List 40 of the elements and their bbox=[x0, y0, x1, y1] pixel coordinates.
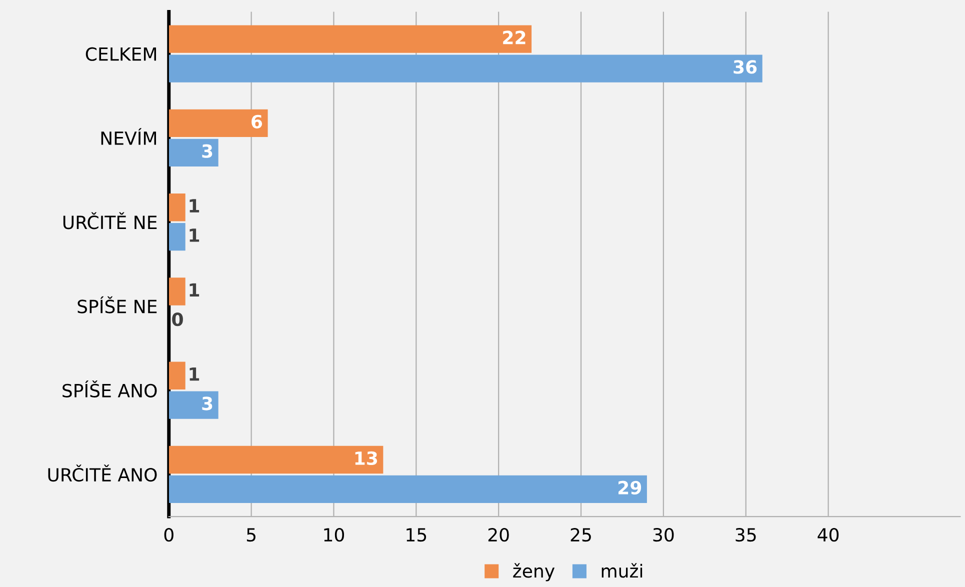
y-tick-label: URČITĚ ANO bbox=[48, 464, 157, 482]
data-label: 22 bbox=[503, 30, 526, 44]
x-tick-label: 35 bbox=[736, 528, 756, 542]
data-label: 0 bbox=[172, 312, 183, 326]
x-tick-label: 30 bbox=[653, 528, 674, 542]
bar bbox=[168, 446, 384, 474]
x-tick-label: 10 bbox=[324, 528, 344, 542]
bar bbox=[168, 194, 186, 222]
data-label: 6 bbox=[252, 114, 262, 128]
legend-label: muži bbox=[602, 563, 642, 578]
y-tick-label: SPÍŠE ANO bbox=[62, 380, 157, 398]
bar bbox=[168, 109, 268, 138]
x-tick-label: 15 bbox=[406, 528, 426, 542]
bar bbox=[168, 25, 532, 53]
bar bbox=[168, 138, 218, 167]
data-label: 1 bbox=[190, 283, 200, 296]
bar bbox=[168, 391, 218, 419]
y-tick-label: URČITĚ NE bbox=[63, 212, 157, 230]
legend-label: ženy bbox=[513, 563, 555, 582]
bar bbox=[168, 222, 186, 251]
x-tick-label: 40 bbox=[818, 528, 839, 542]
data-label: 3 bbox=[202, 144, 212, 158]
x-tick-label: 25 bbox=[570, 528, 591, 542]
bar bbox=[168, 475, 647, 504]
y-tick-label: NEVÍM bbox=[101, 128, 156, 145]
x-tick-label: 5 bbox=[246, 528, 256, 542]
data-label: 1 bbox=[190, 199, 200, 212]
bar bbox=[168, 278, 186, 306]
data-label: 1 bbox=[190, 228, 200, 242]
bar bbox=[168, 362, 186, 390]
data-label: 1 bbox=[190, 367, 200, 381]
y-tick-label: CELKEM bbox=[86, 47, 156, 61]
data-label: 13 bbox=[355, 451, 377, 466]
x-tick-label: 20 bbox=[488, 528, 509, 542]
y-tick-label: SPÍŠE NE bbox=[78, 296, 157, 314]
data-label: 3 bbox=[202, 396, 212, 410]
data-label: 29 bbox=[618, 480, 642, 494]
data-label: 36 bbox=[734, 60, 757, 74]
bar bbox=[168, 54, 762, 82]
x-tick-label: 0 bbox=[164, 528, 174, 542]
